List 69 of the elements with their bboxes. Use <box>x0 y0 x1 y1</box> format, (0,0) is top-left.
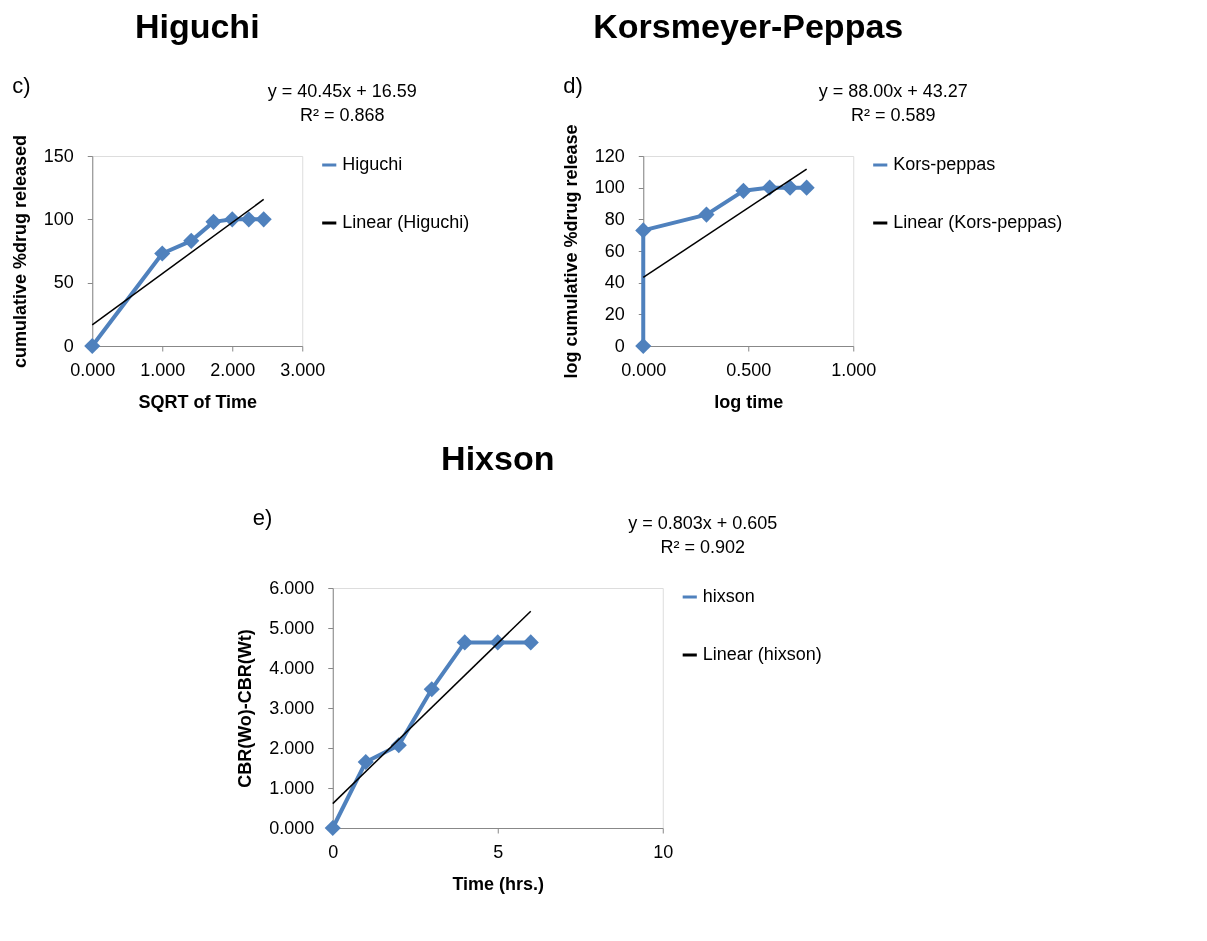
y-tick-label: 3.000 <box>269 697 315 718</box>
y-tick-label: 2.000 <box>269 737 315 758</box>
text: y = 88.00x + 43.27 <box>818 81 968 101</box>
point <box>522 634 539 651</box>
point <box>423 681 440 698</box>
point <box>456 634 473 651</box>
x-axis-title: SQRT of Time <box>138 391 258 412</box>
point <box>735 182 752 199</box>
y-tick-label: 60 <box>604 240 625 261</box>
point <box>635 337 652 355</box>
text: c) <box>12 73 31 98</box>
point <box>255 211 272 228</box>
text: e) <box>252 505 273 530</box>
text: R² = 0.868 <box>299 105 385 125</box>
text: R² = 0.902 <box>660 537 746 557</box>
point <box>205 213 222 230</box>
x-tick-label: 0 <box>328 841 339 862</box>
chart-title: Hixson <box>441 439 555 477</box>
text: y = 40.45x + 16.59 <box>267 81 417 101</box>
y-tick-label: 120 <box>594 145 625 166</box>
chart-title: Higuchi <box>134 7 260 45</box>
legend-label: Linear (hixson) <box>702 644 822 664</box>
y-tick-label: 80 <box>604 208 625 229</box>
point <box>240 211 257 228</box>
text: R² = 0.589 <box>850 105 936 125</box>
y-axis-title: CBR(Wo)-CBR(Wt) <box>235 629 256 788</box>
y-tick-label: 0 <box>614 335 625 356</box>
y-tick-label: 20 <box>604 303 625 324</box>
y-tick-label: 40 <box>604 272 625 293</box>
y-tick-label: 6.000 <box>269 577 315 598</box>
point <box>781 179 799 196</box>
legend-label: Linear (Kors-peppas) <box>893 212 1063 232</box>
y-axis-title: log cumulative %drug release <box>560 124 581 379</box>
point <box>798 179 815 196</box>
text: d) <box>563 73 583 98</box>
legend-label: hixson <box>702 586 755 606</box>
x-tick-label: 10 <box>653 841 674 862</box>
y-tick-label: 150 <box>43 145 74 166</box>
text: y = 0.803x + 0.605 <box>628 513 778 533</box>
y-tick-label: 5.000 <box>269 617 315 638</box>
point <box>154 245 171 262</box>
y-tick-label: 100 <box>594 177 625 198</box>
x-axis-title: Time (hrs.) <box>452 873 545 894</box>
y-tick-label: 4.000 <box>269 657 315 678</box>
point <box>84 337 101 355</box>
x-tick-label: 1.000 <box>140 359 186 380</box>
chart-title: Korsmeyer-Peppas <box>593 7 904 45</box>
x-tick-label: 1.000 <box>831 359 877 380</box>
x-tick-label: 0.000 <box>621 359 667 380</box>
point <box>324 819 341 837</box>
x-tick-label: 5 <box>493 841 504 862</box>
y-tick-label: 1.000 <box>269 777 315 798</box>
y-axis-title: cumulative %drug released <box>9 134 30 369</box>
point <box>761 179 778 196</box>
point <box>183 232 200 249</box>
legend-label: Higuchi <box>342 154 403 174</box>
x-axis-title: log time <box>714 391 784 412</box>
y-tick-label: 50 <box>53 272 74 293</box>
point <box>635 222 652 239</box>
point <box>698 206 715 223</box>
legend-label: Linear (Higuchi) <box>342 212 470 232</box>
x-tick-label: 2.000 <box>210 359 256 380</box>
y-tick-label: 0 <box>63 335 74 356</box>
x-tick-label: 0.000 <box>70 359 116 380</box>
point <box>357 753 374 771</box>
y-tick-label: 100 <box>43 208 74 229</box>
x-tick-label: 0.500 <box>726 359 772 380</box>
legend-label: Kors-peppas <box>893 154 996 174</box>
y-tick-label: 0.000 <box>269 817 315 838</box>
